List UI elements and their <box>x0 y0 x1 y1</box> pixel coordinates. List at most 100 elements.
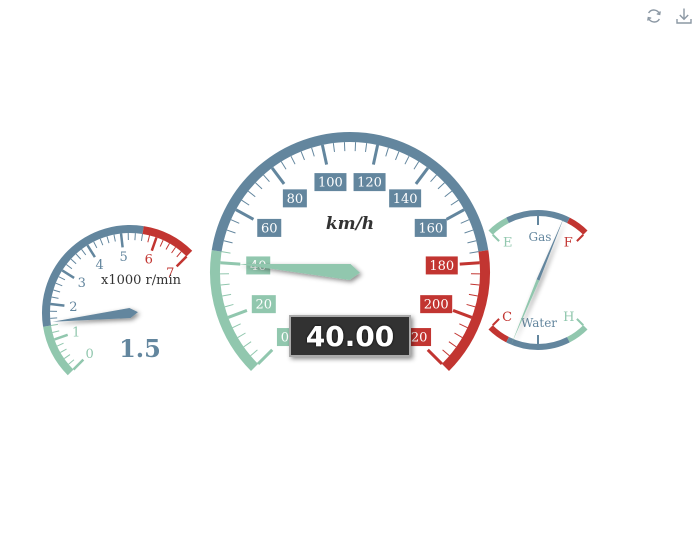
gauge-0-minor-tick <box>404 155 410 165</box>
gauge-0-axis-band-0 <box>210 250 259 371</box>
gauge-1-minor-tick <box>52 330 60 334</box>
gauge-3-pointer <box>511 279 540 345</box>
temperature-max-label: H <box>563 310 574 325</box>
gauge-0-minor-tick <box>444 190 453 198</box>
gauge-1-tick-label: 2 <box>69 300 77 315</box>
gauge-1-tick-label: 3 <box>78 276 86 291</box>
gauge-1-tick-label: 4 <box>96 258 104 273</box>
gauge-1-minor-tick <box>66 264 73 270</box>
gauge-0-minor-tick <box>311 147 315 157</box>
gauge-2-axis-band-0 <box>488 217 510 235</box>
gauge-1-minor-tick <box>81 249 87 256</box>
gauge-1-major-tick <box>72 358 85 371</box>
gauge-0-tick-label-bg <box>251 295 276 314</box>
refresh-icon[interactable] <box>644 6 664 26</box>
gauge-0-minor-tick <box>467 240 477 244</box>
gauge-0-tick-label-bg <box>282 189 307 208</box>
gauge-1-tick-label: 7 <box>166 266 174 281</box>
gauge-0-minor-tick <box>300 151 305 161</box>
gauge-0-minor-tick <box>430 174 437 183</box>
gauge-0-minor-tick <box>241 199 250 206</box>
gauge-0-tick-label: 80 <box>287 192 304 207</box>
gauge-0-unit-label: km/h <box>326 214 374 234</box>
gauge-0-tick-label-bg <box>425 256 458 275</box>
gauge-2-axis-band-1 <box>506 209 570 224</box>
gauge-0-major-tick <box>257 348 274 365</box>
gauge-0-tick-label: 0 <box>281 331 289 346</box>
gauge-0-minor-tick <box>255 182 263 190</box>
gauge-0-major-tick <box>452 309 473 319</box>
gauge-1-major-tick <box>50 302 65 307</box>
gauge-0-minor-tick <box>450 199 459 206</box>
gauge-1-minor-tick <box>140 233 144 241</box>
gauge-0-minor-tick <box>454 332 463 338</box>
gauge-0-tick-label-bg <box>353 173 386 192</box>
gauge-1-minor-tick <box>99 238 104 246</box>
gauge-0-minor-tick <box>230 219 240 224</box>
fuel-min-label: E <box>503 236 513 251</box>
gauge-1-minor-tick <box>113 234 116 242</box>
gauge-1-axis-band-2 <box>142 226 193 257</box>
gauge-1-minor-tick <box>50 323 58 327</box>
gauge-1-minor-tick <box>147 235 151 243</box>
gauge-3-axis-band-1 <box>506 336 570 351</box>
gauge-1-minor-tick <box>51 296 59 299</box>
gauge-0-minor-tick <box>459 323 468 329</box>
gauge-0-tick-label-bg <box>389 189 422 208</box>
gauge-0-major-tick <box>459 261 480 266</box>
gauge-0-minor-tick <box>469 251 479 254</box>
gauge-0-tick-label: 20 <box>256 298 273 313</box>
gauge-1-minor-tick <box>63 354 71 359</box>
gauge-0-minor-tick <box>437 182 445 190</box>
gauge-1-minor-tick <box>56 342 64 347</box>
gauge-0-pointer <box>238 264 360 280</box>
gauge-2-pointer <box>536 215 565 281</box>
gauge-0-major-tick <box>414 167 430 185</box>
gauge-3-axis-band-2 <box>566 325 588 343</box>
gauge-1-minor-tick <box>55 282 63 287</box>
gauge-0-tick-label: 140 <box>393 192 418 207</box>
gauge-0-major-tick <box>320 144 329 165</box>
gauge-1-minor-tick <box>159 239 164 247</box>
gauge-1-minor-tick <box>70 258 77 265</box>
gauge-1-tick-label: 0 <box>86 347 94 362</box>
download-icon[interactable] <box>674 6 694 26</box>
gauge-1-minor-tick <box>53 289 61 293</box>
rpm-value-display: 1.5 <box>119 334 161 363</box>
gauge-1-minor-tick <box>171 246 176 254</box>
gauge-0-minor-tick <box>280 161 287 170</box>
gauge-1-axis-band-0 <box>43 325 74 376</box>
gauge-3-axis-band-0 <box>488 325 510 343</box>
gauge-0-minor-tick <box>395 151 400 161</box>
gauge-2-axis-band-2 <box>566 217 588 235</box>
gauge-1-minor-tick <box>75 253 82 260</box>
gauge-0-axis-band-2 <box>441 250 490 371</box>
gauge-1-minor-tick <box>68 359 75 365</box>
gauge-1-unit-label: x1000 r/min <box>101 273 182 288</box>
gauge-0-minor-tick <box>263 174 270 183</box>
gauge-1-minor-tick <box>58 276 66 281</box>
gauge-0-minor-tick <box>448 341 457 348</box>
gauge-1-minor-tick <box>176 251 182 258</box>
speed-value-display: 40.00 <box>306 320 395 353</box>
gauge-0-tick-label-bg <box>257 218 282 237</box>
gauge-0-major-tick <box>220 261 241 266</box>
gauge-1-major-tick <box>86 244 96 258</box>
gauge-0-minor-tick <box>237 332 246 338</box>
gauge-1-tick-label: 5 <box>119 250 127 265</box>
gauge-0-major-tick <box>371 144 380 165</box>
gauge-0-minor-tick <box>468 293 478 297</box>
gauge-0-tick-label: 100 <box>318 176 343 191</box>
gauge-0-minor-tick <box>220 283 230 286</box>
gauge-0-minor-tick <box>224 303 234 308</box>
gauge-1-minor-tick <box>165 243 170 250</box>
fuel-title: Gas <box>529 230 552 244</box>
gauge-0-minor-tick <box>470 283 480 286</box>
temperature-title: Water <box>521 316 557 330</box>
gauge-0-tick-label-bg <box>314 173 347 192</box>
gauge-1-major-tick <box>150 237 158 252</box>
gauge-1-tick-label: 1 <box>72 325 80 340</box>
gauge-0-minor-tick <box>247 190 256 198</box>
gauge-2-major-tick <box>576 234 584 242</box>
gauge-1-axis-band-1 <box>42 225 144 327</box>
